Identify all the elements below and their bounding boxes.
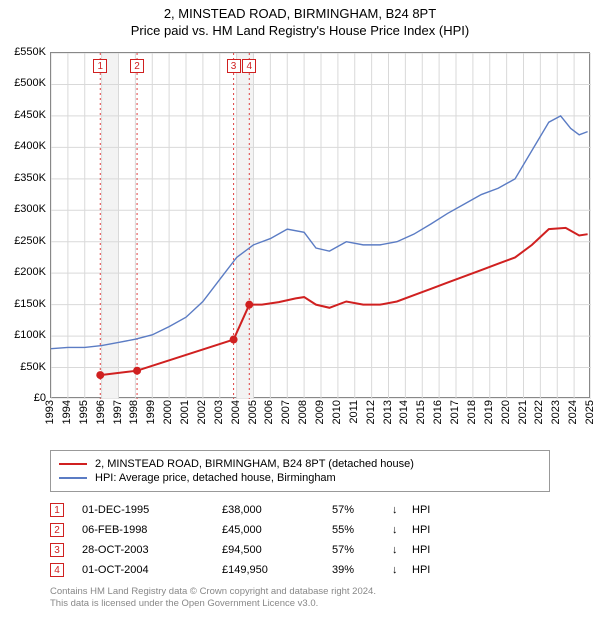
footer-line1: Contains HM Land Registry data © Crown c…: [50, 586, 376, 598]
plot-area: 1 2 34: [50, 52, 590, 398]
event-marker: 1: [93, 59, 107, 73]
chart-subtitle: Price paid vs. HM Land Registry's House …: [0, 23, 600, 38]
event-marker: 4: [50, 563, 64, 577]
x-tick-label: 2022: [533, 400, 545, 424]
legend-label: 2, MINSTEAD ROAD, BIRMINGHAM, B24 8PT (d…: [95, 458, 414, 470]
plot-svg: [51, 53, 591, 399]
event-marker: 3: [227, 59, 241, 73]
event-marker: 3: [50, 543, 64, 557]
x-tick-label: 2019: [483, 400, 495, 424]
event-marker: 1: [50, 503, 64, 517]
x-tick-label: 2001: [179, 400, 191, 424]
event-marker: 4: [242, 59, 256, 73]
legend-label: HPI: Average price, detached house, Birm…: [95, 472, 336, 484]
table-row: 4 01-OCT-2004£149,95039%↓HPI: [50, 560, 430, 580]
x-tick-label: 2016: [432, 400, 444, 424]
x-tick-label: 2012: [365, 400, 377, 424]
x-tick-label: 2024: [567, 400, 579, 424]
x-tick-label: 2007: [280, 400, 292, 424]
x-tick-label: 2015: [415, 400, 427, 424]
x-tick-label: 2006: [263, 400, 275, 424]
x-tick-label: 2025: [584, 400, 596, 424]
legend-item: 2, MINSTEAD ROAD, BIRMINGHAM, B24 8PT (d…: [59, 458, 541, 470]
hpi-cell: HPI: [412, 504, 430, 516]
table-row: 3 28-OCT-2003£94,50057%↓HPI: [50, 540, 430, 560]
legend: 2, MINSTEAD ROAD, BIRMINGHAM, B24 8PT (d…: [50, 450, 550, 492]
footer-line2: This data is licensed under the Open Gov…: [50, 598, 376, 610]
y-tick-label: £300K: [14, 203, 46, 215]
event-marker: 2: [130, 59, 144, 73]
arrow-icon: ↓: [392, 564, 412, 576]
hpi-cell: HPI: [412, 564, 430, 576]
x-tick-label: 1997: [112, 400, 124, 424]
date-cell: 06-FEB-1998: [82, 524, 222, 536]
legend-swatch: [59, 463, 87, 465]
x-tick-label: 2003: [213, 400, 225, 424]
x-tick-label: 2005: [247, 400, 259, 424]
x-tick-label: 1995: [78, 400, 90, 424]
legend-swatch: [59, 477, 87, 479]
price-cell: £45,000: [222, 524, 332, 536]
price-cell: £94,500: [222, 544, 332, 556]
y-tick-label: £50K: [20, 361, 46, 373]
events-table: 101-DEC-1995£38,00057%↓HPI206-FEB-1998£4…: [50, 500, 430, 580]
y-tick-label: £550K: [14, 46, 46, 58]
y-tick-label: £150K: [14, 298, 46, 310]
table-row: 1 01-DEC-1995£38,00057%↓HPI: [50, 500, 430, 520]
x-tick-label: 2014: [398, 400, 410, 424]
table-row: 2 06-FEB-1998£45,00055%↓HPI: [50, 520, 430, 540]
chart-title: 2, MINSTEAD ROAD, BIRMINGHAM, B24 8PT: [0, 6, 600, 21]
y-tick-label: £100K: [14, 329, 46, 341]
x-tick-label: 2023: [550, 400, 562, 424]
x-tick-label: 2002: [196, 400, 208, 424]
date-cell: 28-OCT-2003: [82, 544, 222, 556]
pct-cell: 55%: [332, 524, 392, 536]
pct-cell: 57%: [332, 544, 392, 556]
arrow-icon: ↓: [392, 504, 412, 516]
y-tick-label: £450K: [14, 109, 46, 121]
y-tick-label: £350K: [14, 172, 46, 184]
chart-root: 2, MINSTEAD ROAD, BIRMINGHAM, B24 8PT Pr…: [0, 0, 600, 620]
pct-cell: 39%: [332, 564, 392, 576]
y-tick-label: £400K: [14, 140, 46, 152]
x-tick-label: 1996: [95, 400, 107, 424]
hpi-cell: HPI: [412, 544, 430, 556]
x-tick-label: 2017: [449, 400, 461, 424]
x-tick-label: 2009: [314, 400, 326, 424]
x-tick-label: 1999: [145, 400, 157, 424]
legend-item: HPI: Average price, detached house, Birm…: [59, 472, 541, 484]
x-tick-label: 2004: [230, 400, 242, 424]
y-tick-label: £250K: [14, 235, 46, 247]
x-tick-label: 1993: [44, 400, 56, 424]
x-tick-label: 2011: [348, 400, 360, 424]
y-tick-label: £200K: [14, 266, 46, 278]
y-tick-label: £500K: [14, 77, 46, 89]
x-tick-label: 2013: [382, 400, 394, 424]
date-cell: 01-DEC-1995: [82, 504, 222, 516]
date-cell: 01-OCT-2004: [82, 564, 222, 576]
x-tick-label: 2018: [466, 400, 478, 424]
x-tick-label: 2020: [500, 400, 512, 424]
arrow-icon: ↓: [392, 524, 412, 536]
price-cell: £38,000: [222, 504, 332, 516]
x-tick-label: 2010: [331, 400, 343, 424]
x-tick-label: 1998: [128, 400, 140, 424]
pct-cell: 57%: [332, 504, 392, 516]
arrow-icon: ↓: [392, 544, 412, 556]
price-cell: £149,950: [222, 564, 332, 576]
x-tick-label: 2008: [297, 400, 309, 424]
event-marker: 2: [50, 523, 64, 537]
x-tick-label: 2000: [162, 400, 174, 424]
x-tick-label: 1994: [61, 400, 73, 424]
footer-attribution: Contains HM Land Registry data © Crown c…: [50, 586, 376, 611]
x-tick-label: 2021: [517, 400, 529, 424]
hpi-cell: HPI: [412, 524, 430, 536]
titles: 2, MINSTEAD ROAD, BIRMINGHAM, B24 8PT Pr…: [0, 0, 600, 38]
